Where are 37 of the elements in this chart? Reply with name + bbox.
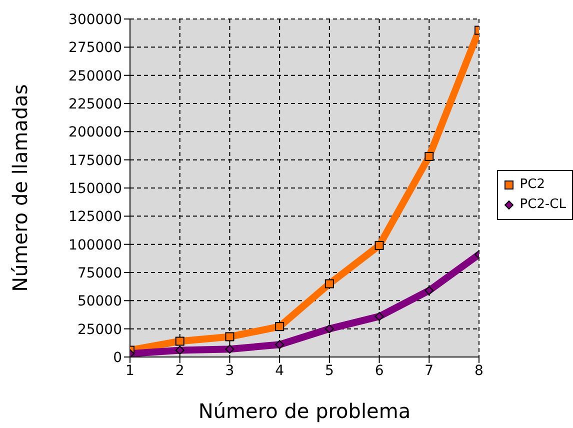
point (424, 152, 434, 161)
point (324, 324, 334, 334)
point (275, 340, 284, 350)
point (175, 336, 184, 346)
x-tick-label: 2 (175, 362, 184, 379)
y-tick-label: 0 (113, 350, 122, 366)
point (324, 279, 334, 288)
point (225, 332, 234, 342)
x-tick-label: 6 (374, 362, 384, 379)
point (374, 240, 384, 250)
point (275, 322, 284, 332)
x-tick-label: 4 (275, 362, 284, 379)
y-tick-label: 250000 (68, 68, 122, 84)
legend-label: PC2-CL (520, 196, 566, 214)
y-tick-label: 275000 (68, 40, 122, 56)
point (175, 346, 184, 355)
y-tick-label: 175000 (68, 152, 122, 169)
point (374, 312, 384, 321)
y-tick-label: 200000 (68, 124, 122, 141)
y-axis-title: Número de llamadas (8, 84, 32, 292)
x-axis-title: Número de problema (198, 399, 411, 423)
x-tick-label: 8 (474, 362, 484, 379)
y-tick-label: 300000 (68, 12, 122, 28)
y-tick-label: 100000 (68, 237, 122, 254)
x-tick-label: 5 (324, 362, 334, 379)
point (424, 286, 434, 296)
y-tick-label: 150000 (68, 180, 122, 197)
y-tick-label: 25000 (77, 322, 122, 338)
x-tick-label: 1 (126, 362, 134, 379)
y-tick-label: 75000 (77, 265, 122, 282)
y-tick-label: 50000 (77, 294, 122, 310)
x-tick-label: 3 (225, 362, 234, 379)
y-tick-label: 125000 (68, 209, 122, 226)
legend-label: PC2 (520, 176, 545, 194)
x-tick-label: 7 (424, 362, 434, 379)
y-tick-label: 225000 (68, 96, 122, 112)
point (225, 344, 234, 354)
